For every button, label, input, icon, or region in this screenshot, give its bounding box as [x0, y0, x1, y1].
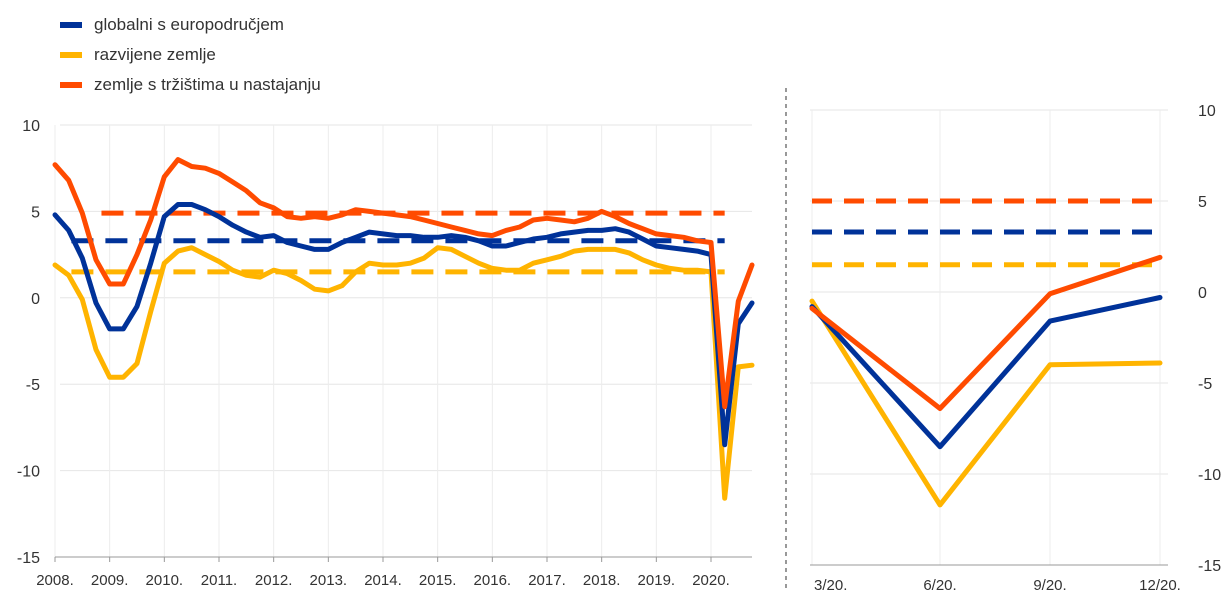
legend: globalni s europodručjem razvijene zemlj…	[60, 10, 321, 100]
legend-label-global: globalni s europodručjem	[94, 15, 284, 34]
y-tick-label-left: -10	[17, 464, 40, 481]
x-tick-label-left: 2018.	[583, 572, 621, 589]
x-tick-label-left: 2009.	[91, 572, 129, 589]
legend-item-emerging: zemlje s tržištima u nastajanju	[60, 70, 321, 100]
x-tick-label-right: 12/20.	[1139, 577, 1181, 592]
x-tick-label-right: 6/20.	[923, 577, 956, 592]
y-tick-label-right: -15	[1198, 558, 1221, 575]
x-tick-label-right: 3/20.	[814, 577, 847, 592]
series-line-left-global	[52, 202, 755, 448]
x-tick-label-left: 2008.	[36, 572, 74, 589]
legend-swatch-emerging	[60, 82, 82, 88]
y-tick-label-left: 5	[31, 204, 40, 221]
y-tick-label-right: -5	[1198, 376, 1212, 393]
legend-label-emerging: zemlje s tržištima u nastajanju	[94, 75, 321, 94]
y-tick-label-right: 5	[1198, 194, 1207, 211]
series-line-left-emerging	[52, 157, 755, 410]
legend-item-developed: razvijene zemlje	[60, 40, 321, 70]
x-tick-label-right: 9/20.	[1033, 577, 1066, 592]
x-tick-label-left: 2020.	[692, 572, 730, 589]
x-tick-label-left: 2014.	[364, 572, 402, 589]
x-tick-label-left: 2017.	[528, 572, 566, 589]
legend-label-developed: razvijene zemlje	[94, 45, 216, 64]
x-tick-label-left: 2013.	[310, 572, 348, 589]
x-tick-label-left: 2010.	[146, 572, 184, 589]
legend-swatch-global	[60, 22, 82, 28]
y-tick-label-left: 0	[31, 291, 40, 308]
x-tick-label-left: 2015.	[419, 572, 457, 589]
x-tick-label-left: 2019.	[638, 572, 676, 589]
series-line-right-global	[809, 295, 1163, 450]
x-tick-label-left: 2012.	[255, 572, 293, 589]
series-line-left-developed	[52, 245, 755, 501]
y-tick-label-right: 0	[1198, 285, 1207, 302]
y-tick-label-right: 10	[1198, 103, 1216, 120]
x-tick-label-left: 2011.	[201, 572, 237, 589]
legend-item-global: globalni s europodručjem	[60, 10, 321, 40]
y-tick-label-left: -15	[17, 550, 40, 567]
series-line-right-emerging	[809, 254, 1163, 411]
x-tick-label-left: 2016.	[474, 572, 512, 589]
series-line-right-developed	[809, 298, 1163, 508]
y-tick-label-left: 10	[22, 118, 40, 135]
y-tick-label-left: -5	[26, 377, 40, 394]
legend-swatch-developed	[60, 52, 82, 58]
y-tick-label-right: -10	[1198, 467, 1221, 484]
